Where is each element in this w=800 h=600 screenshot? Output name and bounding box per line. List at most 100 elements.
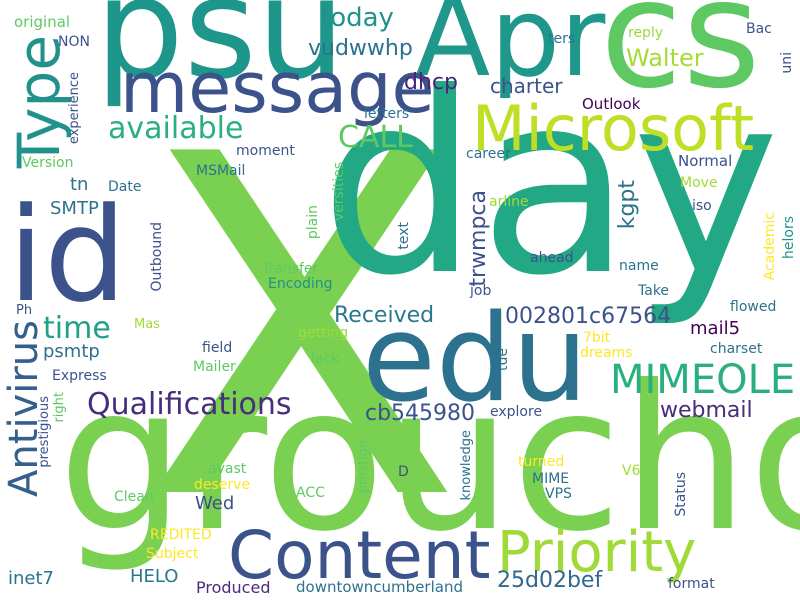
word: job [470,283,492,299]
word: D [398,464,409,480]
word: CALL [338,120,413,155]
word: groucho [58,343,800,576]
word: iso [692,198,712,214]
word: letters [364,106,410,122]
word: VPS [545,486,572,502]
word: Outlook [582,95,641,113]
word: lack [311,351,340,367]
word: Status [673,472,689,517]
word: NON [58,34,90,50]
word: avast [208,461,247,477]
word: Type [5,35,73,169]
word: today [320,3,394,33]
word: kgpt [615,180,640,230]
word: Transfer [262,261,319,277]
word: experience [67,72,82,145]
word: Ph [16,303,33,318]
word: ACC [296,485,325,501]
word: psu [95,0,346,111]
word: downtowncumberland [296,578,463,596]
word: cb545980 [365,401,476,426]
word: trwmpca [466,190,491,287]
word: Walter [626,44,704,72]
word: reply [628,25,664,41]
word: message [120,47,435,129]
word: Qualifications [87,387,292,422]
word: Priority [497,520,697,585]
word: text [396,222,412,250]
word: turned [518,454,565,470]
word: deserve [194,477,251,493]
word: time [43,311,111,346]
word: uni [779,52,795,74]
word: explore [490,404,543,420]
word: MIME [532,471,570,487]
word: Express [52,368,107,384]
word: Subject [146,546,199,562]
word: arline [489,194,529,210]
word: V6 [622,463,641,479]
word: psmtp [43,341,100,362]
word: 7bit [583,330,611,346]
word: SMTP [50,198,99,219]
word: Clean [114,489,154,505]
word: cs [600,0,761,122]
word: Wed [195,493,235,514]
word: prestige [356,440,371,494]
word: Date [108,179,142,195]
word: tue [495,348,511,371]
word: right [52,392,67,423]
word: ters [548,31,576,47]
word: dreams [580,345,633,361]
word: Version [22,155,74,171]
word: vudwwhp [308,36,413,61]
word: format [668,576,715,592]
word: charset [710,341,763,357]
word: Mas [134,317,160,332]
word: Mailer [193,359,236,375]
word: day [320,39,780,330]
word: Bac [746,21,772,37]
word: helors [781,216,797,259]
word: versities [331,162,347,222]
word: 002801c67564 [505,304,672,329]
word: getting [298,325,349,341]
word: webmail [660,398,753,423]
word: Outbound [149,222,165,292]
word: name [619,258,659,274]
word: Apr [415,0,606,101]
word: Take [638,283,670,299]
word: X [140,56,462,600]
word: HELO [130,566,179,587]
word: field [202,340,233,356]
word: dhcp [404,70,458,95]
word: MSMail [196,163,246,179]
word: charter [490,74,563,98]
word: MIMEOLE [610,357,796,403]
word: Encoding [268,276,333,292]
word: ahead [530,250,574,266]
word: id [8,179,127,331]
word: edu [362,290,589,429]
word: tn [70,174,89,195]
word: plain [305,205,321,240]
word: mail5 [690,318,741,339]
word: Content [228,517,491,594]
word: Move [680,175,718,191]
word: 25d02bef [497,568,603,593]
word: inet7 [8,568,54,589]
word: Academic [762,212,778,281]
word: Received [334,303,435,328]
word: REDITED [150,527,212,543]
word: available [108,111,244,146]
word: Normal [678,152,733,170]
word: moment [236,143,295,159]
word: Microsoft [472,92,755,165]
word: original [14,13,71,31]
word: prestigious [37,396,52,468]
word: flowed [730,299,777,315]
word: knowledge [459,430,474,501]
word: Produced [196,578,271,597]
word: career [466,146,511,162]
